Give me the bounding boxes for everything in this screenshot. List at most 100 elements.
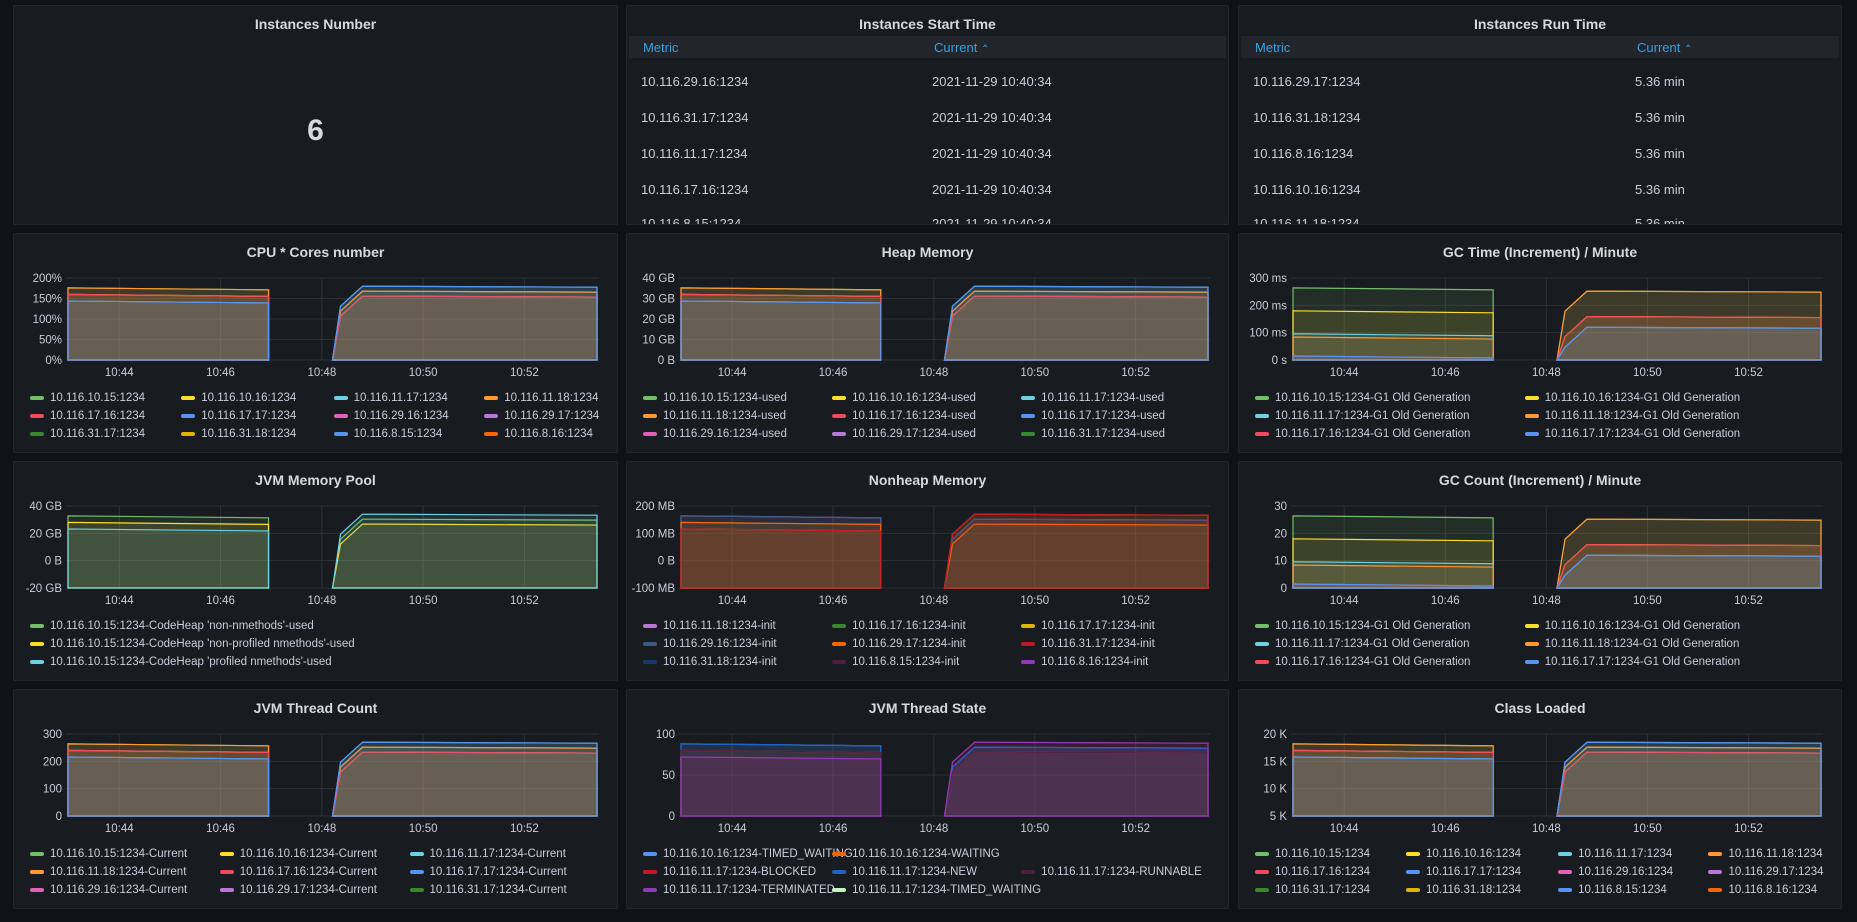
instances-start-time-panel[interactable]: Instances Start Time Metric Current ⌃ 10…	[626, 5, 1229, 225]
legend-item[interactable]: 10.116.10.15:1234-CodeHeap 'profiled nme…	[30, 656, 332, 668]
legend-item[interactable]: 10.116.11.17:1234-G1 Old Generation	[1255, 638, 1470, 650]
legend-item[interactable]: 10.116.8.16:1234	[484, 428, 593, 440]
column-header-metric[interactable]: Metric	[1255, 40, 1291, 55]
legend-item[interactable]: 10.116.17.17:1234-Current	[409, 866, 567, 878]
legend-item[interactable]: 10.116.17.16:1234-G1 Old Generation	[1255, 656, 1470, 668]
legend-item[interactable]: 10.116.10.15:1234-CodeHeap 'non-nmethods…	[30, 620, 314, 632]
legend-item[interactable]: 10.116.11.18:1234-G1 Old Generation	[1524, 410, 1739, 422]
legend-item[interactable]: 10.116.31.17:1234-Current	[409, 884, 567, 896]
legend-item[interactable]: 10.116.29.17:1234-init	[832, 638, 966, 650]
legend-item[interactable]: 10.116.31.18:1234	[181, 428, 296, 440]
legend-item[interactable]: 10.116.11.17:1234	[1558, 848, 1672, 860]
legend-item[interactable]: 10.116.10.15:1234-G1 Old Generation	[1255, 392, 1470, 404]
legend-item[interactable]: 10.116.8.16:1234-init	[1021, 656, 1148, 668]
legend-item[interactable]: 10.116.11.17:1234-BLOCKED	[643, 866, 816, 878]
legend-item[interactable]: 10.116.29.16:1234-init	[643, 638, 777, 650]
legend-item[interactable]: 10.116.17.17:1234-used	[1021, 410, 1165, 422]
legend-item[interactable]: 10.116.17.16:1234	[30, 410, 145, 422]
legend-item[interactable]: 10.116.29.16:1234	[1558, 866, 1673, 878]
legend-swatch	[1255, 659, 1269, 664]
legend-item[interactable]: 10.116.11.18:1234	[484, 392, 598, 404]
legend-item[interactable]: 10.116.11.17:1234-G1 Old Generation	[1255, 410, 1470, 422]
chart-plot[interactable]: 300 ms 200 ms 100 ms 0 s 10:44 10:46 10:48 10:5…	[1239, 234, 1842, 384]
chart-plot[interactable]: 40 GB 30 GB 20 GB 10 GB 0 B 10:44 10:46 10:48 10…	[627, 234, 1229, 384]
column-header-current[interactable]: Current ⌃	[934, 40, 989, 55]
legend-item[interactable]: 10.116.29.17:1234	[1708, 866, 1824, 878]
chart-plot[interactable]: 20 K 15 K 10 K 5 K 10:44 10:46 10:48 10:50 10:52	[1239, 690, 1842, 840]
chart-legend: 10.116.10.16:1234-TIMED_WAITING 10.116.10…	[643, 848, 1216, 906]
legend-item[interactable]: 10.116.10.16:1234	[1405, 848, 1521, 860]
legend-item[interactable]: 10.116.11.18:1234-Current	[30, 866, 186, 878]
chart-panel[interactable]: Heap Memory 40 GB 30 GB 20 GB 10 GB 0 B 10:44 1…	[626, 233, 1229, 453]
column-header-current[interactable]: Current ⌃	[1637, 40, 1692, 55]
legend-item[interactable]: 10.116.11.17:1234	[333, 392, 448, 404]
legend-item[interactable]: 10.116.17.16:1234-used	[832, 410, 976, 422]
chart-panel[interactable]: CPU * Cores number 200% 150% 100% 50% 0% 10:44…	[13, 233, 618, 453]
legend-item[interactable]: 10.116.11.17:1234-NEW	[832, 866, 977, 878]
legend-item[interactable]: 10.116.17.16:1234	[1255, 866, 1370, 878]
legend-item[interactable]: 10.116.10.16:1234	[181, 392, 296, 404]
legend-item[interactable]: 10.116.17.17:1234	[1405, 866, 1521, 878]
legend-item[interactable]: 10.116.11.18:1234-G1 Old Generation	[1524, 638, 1739, 650]
legend-item[interactable]: 10.116.10.16:1234-TIMED_WAITING	[643, 848, 853, 860]
chart-panel[interactable]: GC Time (Increment) / Minute 300 ms 200 ms…	[1238, 233, 1842, 453]
legend-item[interactable]: 10.116.8.15:1234-init	[832, 656, 959, 668]
legend-item[interactable]: 10.116.10.16:1234-G1 Old Generation	[1524, 392, 1740, 404]
chart-plot[interactable]: 200 MB 100 MB 0 B -100 MB 10:44 10:46 10:48 10:…	[627, 462, 1229, 612]
legend-item[interactable]: 10.116.10.15:1234-used	[643, 392, 787, 404]
legend-item[interactable]: 10.116.11.18:1234-init	[643, 620, 776, 632]
legend-item[interactable]: 10.116.10.15:1234	[1255, 848, 1370, 860]
legend-item[interactable]: 10.116.10.15:1234-G1 Old Generation	[1255, 620, 1470, 632]
legend-item[interactable]: 10.116.11.17:1234-TERMINATED	[643, 884, 835, 896]
legend-item[interactable]: 10.116.10.16:1234-Current	[219, 848, 377, 860]
legend-item[interactable]: 10.116.8.16:1234	[1708, 884, 1817, 896]
legend-item[interactable]: 10.116.31.18:1234-init	[643, 656, 777, 668]
legend-item[interactable]: 10.116.10.15:1234	[30, 392, 145, 404]
legend-item[interactable]: 10.116.11.17:1234-Current	[409, 848, 566, 860]
legend-item[interactable]: 10.116.29.17:1234-Current	[219, 884, 377, 896]
legend-item[interactable]: 10.116.17.17:1234-G1 Old Generation	[1524, 428, 1740, 440]
legend-item[interactable]: 10.116.29.16:1234-Current	[30, 884, 187, 896]
instances-number-panel[interactable]: Instances Number 6	[13, 5, 618, 225]
legend-item[interactable]: 10.116.17.16:1234-Current	[219, 866, 377, 878]
chart-plot[interactable]: 30 20 10 0 10:44 10:46 10:48 10:50 10:52	[1239, 462, 1842, 612]
legend-item[interactable]: 10.116.11.18:1234	[1708, 848, 1823, 860]
legend-item[interactable]: 10.116.29.16:1234-used	[643, 428, 787, 440]
chart-panel[interactable]: Class Loaded 20 K 15 K 10 K 5 K 10:44 10:46 10:…	[1238, 689, 1842, 909]
legend-item[interactable]: 10.116.31.18:1234	[1405, 884, 1521, 896]
column-header-metric[interactable]: Metric	[643, 40, 679, 55]
instances-run-time-panel[interactable]: Instances Run Time Metric Current ⌃ 10.1…	[1238, 5, 1842, 225]
legend-item[interactable]: 10.116.29.16:1234	[333, 410, 449, 422]
legend-item[interactable]: 10.116.17.16:1234-init	[832, 620, 966, 632]
chart-plot[interactable]: 100 50 0 10:44 10:46 10:48 10:50 10:52	[627, 690, 1229, 840]
legend-item[interactable]: 10.116.10.16:1234-G1 Old Generation	[1524, 620, 1740, 632]
legend-item[interactable]: 10.116.8.15:1234	[333, 428, 442, 440]
legend-item[interactable]: 10.116.11.17:1234-used	[1021, 392, 1164, 404]
chart-plot[interactable]: 40 GB 20 GB 0 B -20 GB 10:44 10:46 10:48 10:50 1…	[14, 462, 618, 612]
legend-item[interactable]: 10.116.17.17:1234-G1 Old Generation	[1524, 656, 1740, 668]
legend-item[interactable]: 10.116.10.15:1234-CodeHeap 'non-profiled…	[30, 638, 355, 650]
chart-panel[interactable]: JVM Thread State 100 50 0 10:44 10:46 10:48 10:…	[626, 689, 1229, 909]
legend-item[interactable]: 10.116.31.17:1234	[30, 428, 145, 440]
legend-item[interactable]: 10.116.29.17:1234	[484, 410, 599, 422]
legend-item[interactable]: 10.116.10.16:1234-used	[832, 392, 976, 404]
legend-item[interactable]: 10.116.8.15:1234	[1558, 884, 1667, 896]
legend-item[interactable]: 10.116.10.15:1234-Current	[30, 848, 187, 860]
chart-panel[interactable]: Nonheap Memory 200 MB 100 MB 0 B -100 MB 10:4…	[626, 461, 1229, 681]
chart-panel[interactable]: JVM Thread Count 300 200 100 0 10:44 10:46 10:4…	[13, 689, 618, 909]
legend-item[interactable]: 10.116.11.17:1234-TIMED_WAITING	[832, 884, 1041, 896]
legend-item[interactable]: 10.116.11.17:1234-RUNNABLE	[1021, 866, 1202, 878]
legend-item[interactable]: 10.116.17.17:1234-init	[1021, 620, 1155, 632]
legend-item[interactable]: 10.116.31.17:1234-init	[1021, 638, 1155, 650]
legend-item[interactable]: 10.116.29.17:1234-used	[832, 428, 976, 440]
legend-item[interactable]: 10.116.17.16:1234-G1 Old Generation	[1255, 428, 1470, 440]
legend-item[interactable]: 10.116.31.17:1234	[1255, 884, 1370, 896]
chart-panel[interactable]: JVM Memory Pool 40 GB 20 GB 0 B -20 GB 10:44 1…	[13, 461, 618, 681]
chart-plot[interactable]: 300 200 100 0 10:44 10:46 10:48 10:50 10:52	[14, 690, 618, 840]
chart-plot[interactable]: 200% 150% 100% 50% 0% 10:44 10:46 10:48 10:50 10:…	[14, 234, 618, 384]
legend-item[interactable]: 10.116.31.17:1234-used	[1021, 428, 1165, 440]
legend-item[interactable]: 10.116.11.18:1234-used	[643, 410, 786, 422]
legend-item[interactable]: 10.116.10.16:1234-WAITING	[832, 848, 1000, 860]
chart-panel[interactable]: GC Count (Increment) / Minute 30 20 10 0 10:4…	[1238, 461, 1842, 681]
legend-item[interactable]: 10.116.17.17:1234	[181, 410, 296, 422]
